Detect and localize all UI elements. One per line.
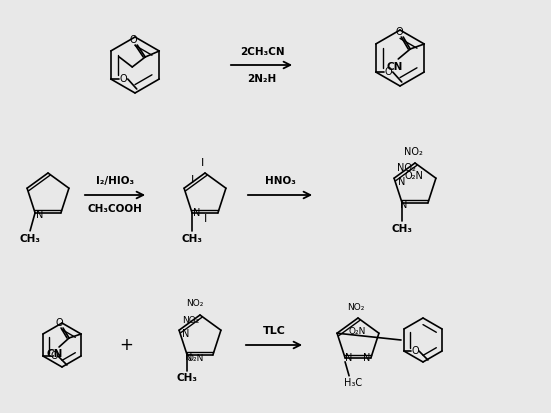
Text: I: I bbox=[201, 158, 204, 168]
Text: I: I bbox=[204, 214, 208, 224]
Text: O: O bbox=[129, 35, 137, 45]
Text: N: N bbox=[345, 353, 353, 363]
Text: +: + bbox=[119, 336, 133, 354]
Text: NO₂: NO₂ bbox=[397, 163, 415, 173]
Text: H₃C: H₃C bbox=[344, 378, 362, 388]
Text: CH₃: CH₃ bbox=[20, 234, 41, 244]
Text: O: O bbox=[411, 346, 419, 356]
Text: N: N bbox=[193, 208, 201, 218]
Text: HNO₃: HNO₃ bbox=[264, 176, 295, 186]
Text: NO₂: NO₂ bbox=[182, 316, 200, 325]
Text: O: O bbox=[385, 67, 392, 77]
Text: NO₂: NO₂ bbox=[186, 299, 204, 309]
Text: CN: CN bbox=[386, 62, 402, 72]
Text: N: N bbox=[182, 329, 190, 339]
Text: NO₂: NO₂ bbox=[347, 302, 365, 311]
Text: O₂N: O₂N bbox=[404, 171, 423, 181]
Text: O: O bbox=[55, 318, 63, 328]
Text: N: N bbox=[363, 353, 371, 363]
Text: I: I bbox=[191, 175, 194, 185]
Text: I₂/HIO₃: I₂/HIO₃ bbox=[96, 176, 134, 186]
Text: 2N₂H: 2N₂H bbox=[247, 74, 277, 84]
Text: N: N bbox=[398, 177, 406, 187]
Text: O: O bbox=[50, 351, 58, 361]
Text: CH₃: CH₃ bbox=[392, 224, 413, 234]
Text: NO₂: NO₂ bbox=[403, 147, 423, 157]
Text: O: O bbox=[396, 27, 403, 37]
Text: CN: CN bbox=[47, 349, 63, 359]
Text: N: N bbox=[401, 200, 408, 210]
Text: N: N bbox=[36, 210, 44, 220]
Text: CH₃: CH₃ bbox=[182, 234, 203, 244]
Text: O: O bbox=[120, 74, 128, 84]
Text: CH₃COOH: CH₃COOH bbox=[88, 204, 143, 214]
Text: 2CH₃CN: 2CH₃CN bbox=[240, 47, 284, 57]
Text: O₂N: O₂N bbox=[186, 354, 204, 363]
Text: N: N bbox=[185, 352, 193, 362]
Text: TLC: TLC bbox=[263, 326, 285, 336]
Text: CH₃: CH₃ bbox=[176, 373, 198, 383]
Text: O₂N: O₂N bbox=[348, 327, 366, 336]
